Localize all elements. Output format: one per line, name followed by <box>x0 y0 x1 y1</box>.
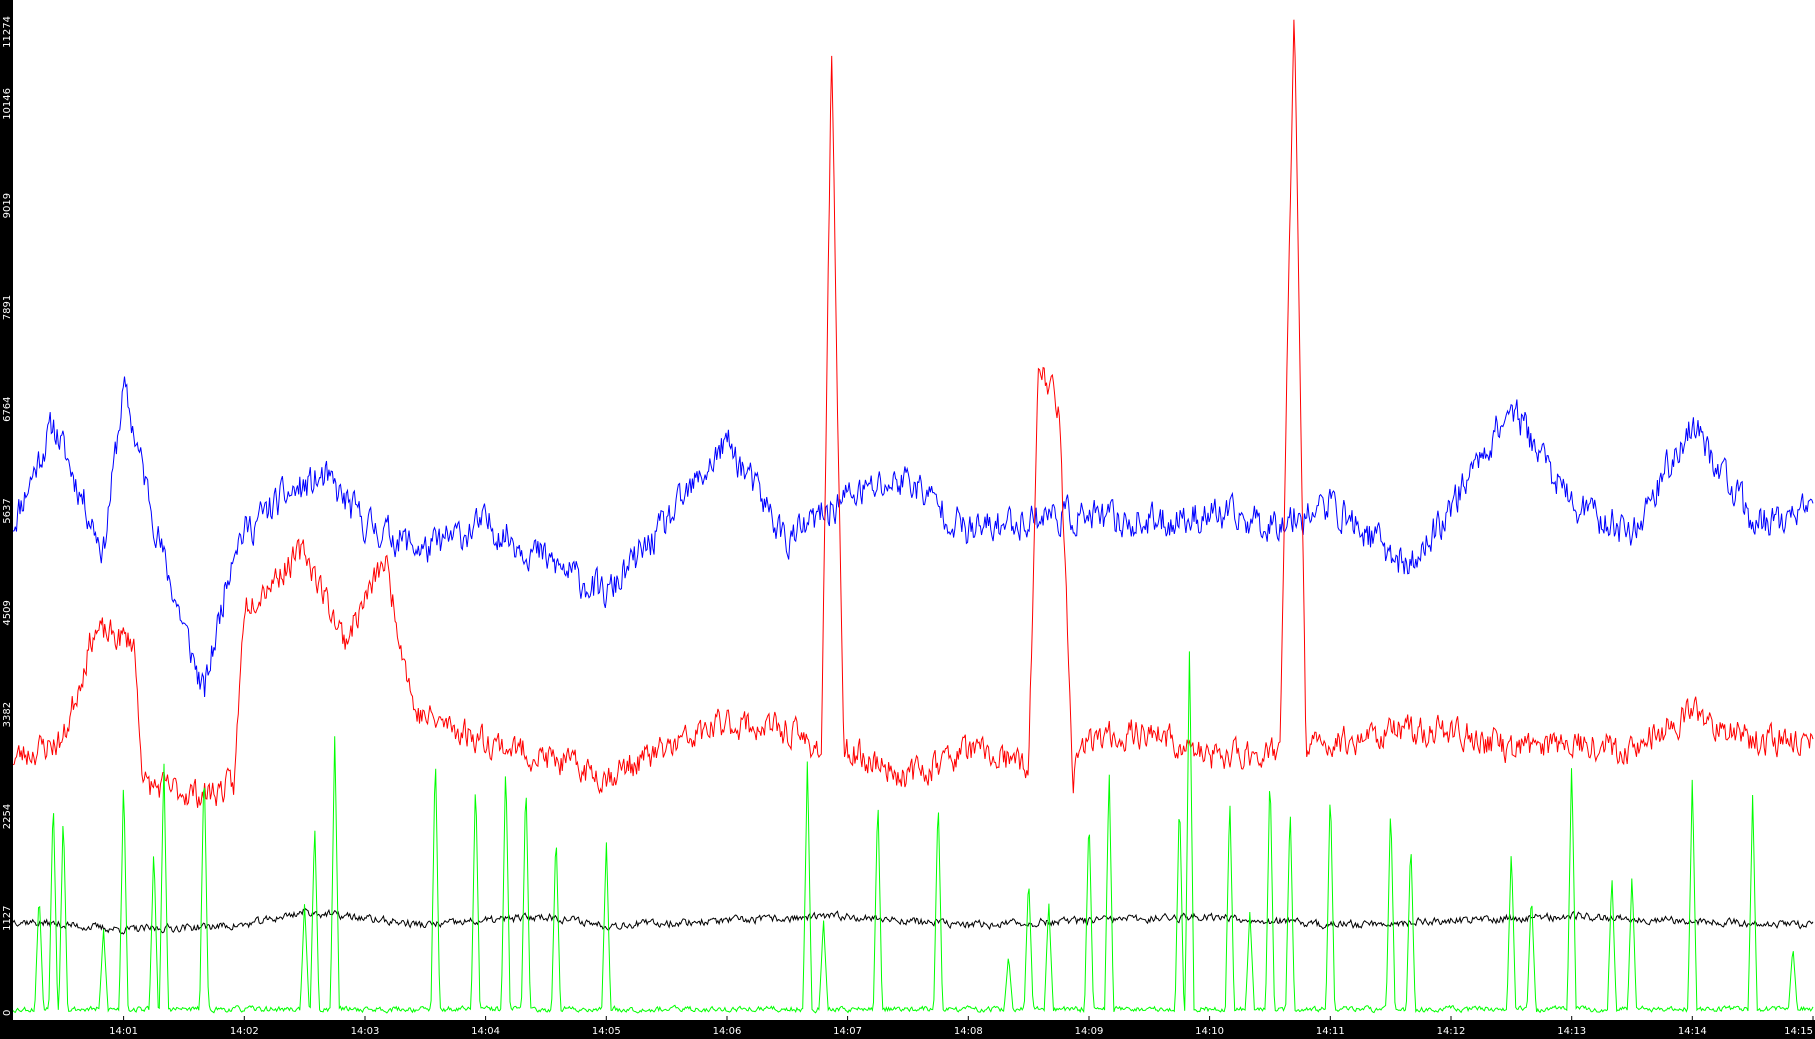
series-line-3 <box>12 651 1814 1014</box>
x-tick-label: 14:12 <box>1437 1026 1466 1037</box>
x-tick-label: 14:02 <box>230 1026 259 1037</box>
x-tick-label: 14:03 <box>351 1026 380 1037</box>
y-tick-label: 10146 <box>2 88 13 120</box>
y-tick-label: 0 <box>2 1010 13 1016</box>
x-axis-band <box>0 1020 1815 1039</box>
y-axis-band <box>0 0 13 1039</box>
series-line-1 <box>12 19 1814 808</box>
x-tick-label: 14:13 <box>1557 1026 1586 1037</box>
x-tick-label: 14:14 <box>1678 1026 1707 1037</box>
y-tick-label: 6764 <box>2 396 13 421</box>
y-tick-label: 5637 <box>2 498 13 523</box>
x-tick-label: 14:10 <box>1195 1026 1224 1037</box>
x-tick-label: 14:06 <box>713 1026 742 1037</box>
y-tick-label: 4509 <box>2 600 13 625</box>
y-tick-label: 3382 <box>2 702 13 727</box>
x-tick-label: 14:09 <box>1075 1026 1104 1037</box>
x-tick-label: 14:11 <box>1316 1026 1345 1037</box>
x-tick-label: 14:04 <box>471 1026 500 1037</box>
x-tick-label: 14:07 <box>833 1026 862 1037</box>
series-line-0 <box>12 376 1814 698</box>
x-tick-label: 14:05 <box>592 1026 621 1037</box>
y-axis-ticks: 0 1127 2254 3382 4509 5637 6764 7891 9019 10146 11… <box>2 16 13 1016</box>
y-tick-label: 9019 <box>2 193 13 218</box>
x-tick-label: 14:01 <box>109 1026 138 1037</box>
y-tick-label: 1127 <box>2 905 13 930</box>
x-tick-label: 14:08 <box>954 1026 983 1037</box>
y-tick-label: 2254 <box>2 804 13 829</box>
x-axis-ticks: 14:01 14:02 14:03 14:04 14:05 14:06 14:07 14:08… <box>109 1016 1814 1037</box>
x-tick-label: 14:15 <box>1784 1026 1813 1037</box>
series-layer <box>12 19 1814 1014</box>
y-tick-label: 11274 <box>2 16 13 48</box>
y-tick-label: 7891 <box>2 295 13 320</box>
